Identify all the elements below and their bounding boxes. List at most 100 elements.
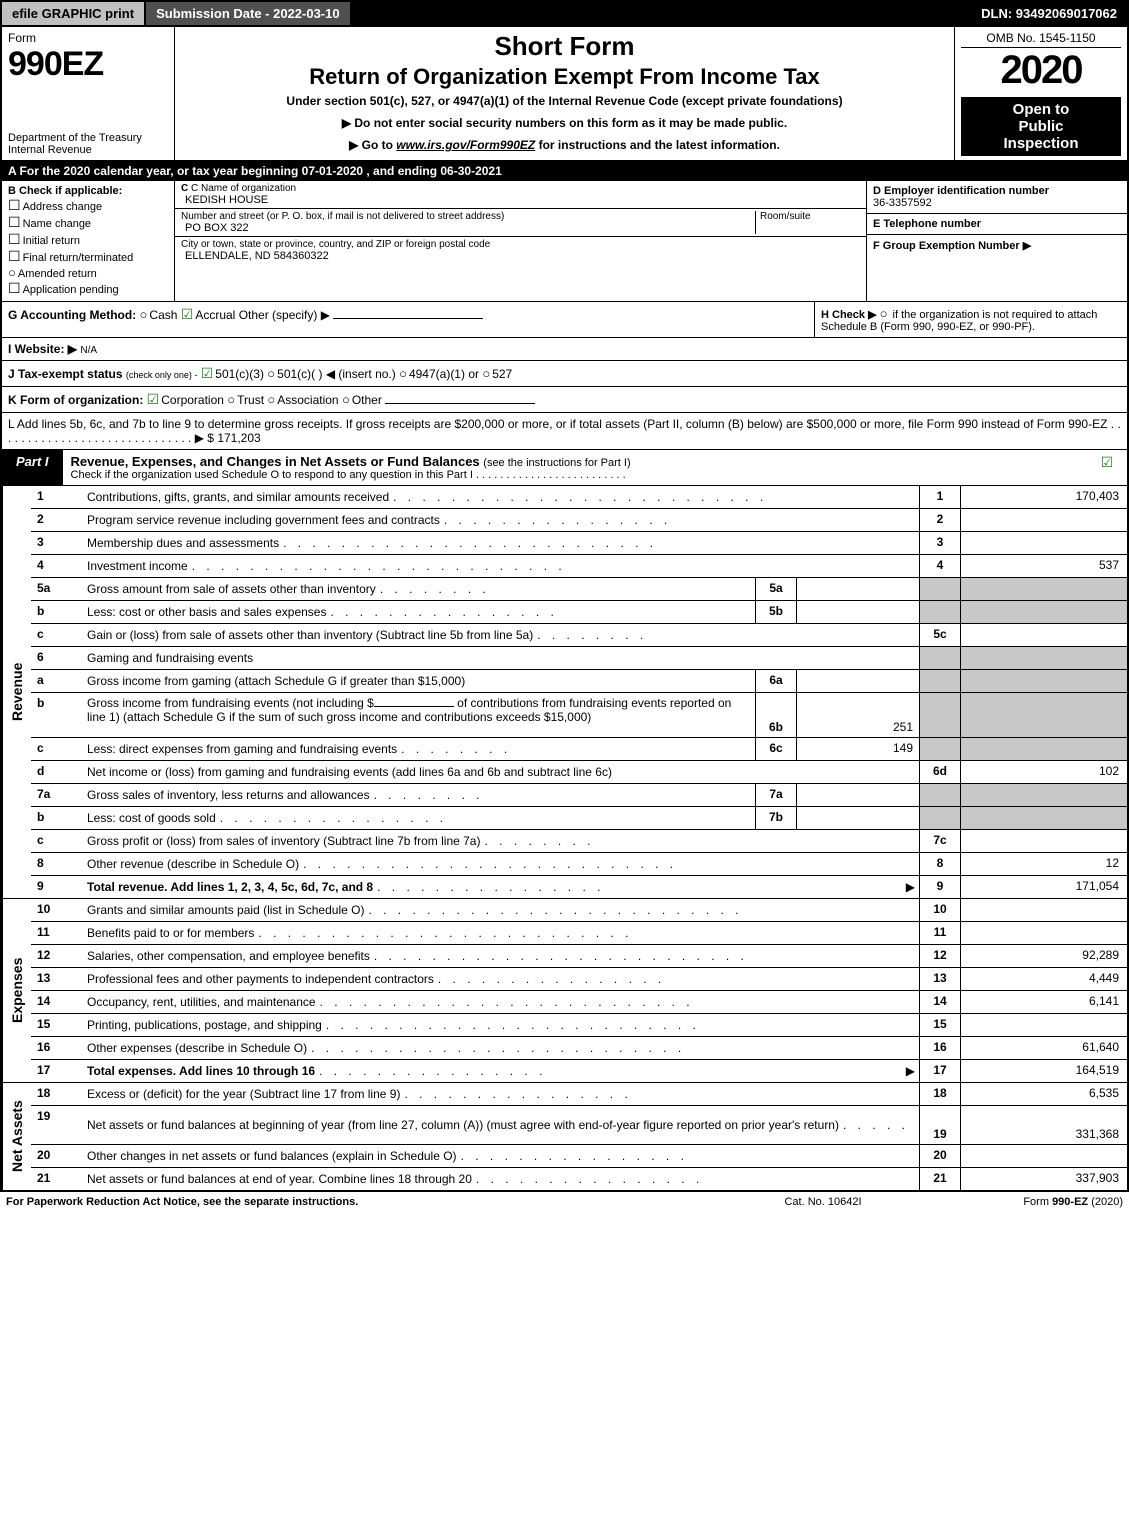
h-label: H Check ▶ [821,309,880,321]
row-website: I Website: ▶ N/A [2,338,1127,361]
l13-box: 13 [919,968,960,990]
d-label: D Employer identification number [873,185,1121,197]
dln-label: DLN: 93492069017062 [971,2,1127,25]
irs-link[interactable]: www.irs.gov/Form990EZ [396,138,535,152]
l6d-box: 6d [919,761,960,783]
chk-initial-return[interactable]: Initial return [8,231,168,248]
l10-box: 10 [919,899,960,921]
j-label: J Tax-exempt status [8,367,126,381]
dept-irs: Internal Revenue [8,144,168,156]
l15-desc: Printing, publications, postage, and shi… [87,1018,322,1032]
row-form-of-org: K Form of organization: Corporation Trus… [2,387,1127,413]
l20-val [960,1145,1127,1167]
l5c-desc: Gain or (loss) from sale of assets other… [87,628,533,642]
l3-desc: Membership dues and assessments [87,536,279,550]
header-left: Form 990EZ Department of the Treasury In… [2,27,175,160]
l15-val [960,1014,1127,1036]
f-label: F Group Exemption Number ▶ [873,239,1121,252]
open-public-box: Open to Public Inspection [961,97,1121,156]
l19-box: 19 [919,1106,960,1144]
l6d-val: 102 [960,761,1127,783]
chk-schedule-b[interactable] [880,309,890,321]
form-number: 990EZ [8,45,168,84]
l6c-desc: Less: direct expenses from gaming and fu… [87,742,397,756]
chk-other-method[interactable]: Other (specify) ▶ [239,308,330,322]
l1-val: 170,403 [960,486,1127,508]
entity-right: D Employer identification number 36-3357… [866,181,1127,301]
row-gross-receipts: L Add lines 5b, 6c, and 7b to line 9 to … [2,413,1127,450]
l7a-subval [796,784,919,806]
chk-name-change[interactable]: Name change [8,214,168,231]
netassets-side-label: Net Assets [2,1083,31,1190]
l10-val [960,899,1127,921]
expenses-side-label: Expenses [2,899,31,1082]
topbar: efile GRAPHIC print Submission Date - 20… [0,0,1129,27]
l19-desc: Net assets or fund balances at beginning… [87,1118,839,1132]
l5a-shade2 [960,578,1127,600]
l5c-box: 5c [919,624,960,646]
chk-address-change[interactable]: Address change [8,197,168,214]
dots: . . . . . . . . [537,628,911,643]
l5b-sub: 5b [755,601,796,623]
chk-trust[interactable]: Trust [227,393,264,407]
l5b-subval [796,601,919,623]
l6c-shade2 [960,738,1127,760]
l5a-desc: Gross amount from sale of assets other t… [87,582,376,596]
org-address-cell: Number and street (or P. O. box, if mail… [175,209,866,237]
org-address: PO BOX 322 [185,222,755,234]
org-name-cell: C C Name of organization KEDISH HOUSE [175,181,866,209]
l21-val: 337,903 [960,1168,1127,1190]
chk-527[interactable]: 527 [482,367,512,381]
chk-final-return[interactable]: Final return/terminated [8,248,168,265]
dots: . . . . . . . . [401,742,747,757]
l2-box: 2 [919,509,960,531]
dots: . . . . . . . . . . . . . . . . . . . . … [320,995,911,1010]
org-city-cell: City or town, state or province, country… [175,237,866,264]
l7b-subval [796,807,919,829]
l1-desc: Contributions, gifts, grants, and simila… [87,490,389,504]
part1-check-dots: . . . . . . . . . . . . . . . . . . . . … [476,469,626,481]
part1-tab: Part I [2,450,63,485]
chk-other-org[interactable]: Other [342,393,382,407]
l-arrow: ▶ $ [195,431,214,445]
chk-amended-return[interactable]: Amended return [8,265,168,280]
chk-accrual[interactable]: Accrual [181,308,236,322]
form-header: Form 990EZ Department of the Treasury In… [2,27,1127,161]
goto-pre: ▶ Go to [349,138,396,152]
chk-application-pending[interactable]: Application pending [8,280,168,297]
open3: Inspection [965,135,1117,152]
chk-501c3[interactable]: 501(c)(3) [201,367,264,381]
l4-val: 537 [960,555,1127,577]
l20-box: 20 [919,1145,960,1167]
l7a-desc: Gross sales of inventory, less returns a… [87,788,370,802]
l9-box: 9 [919,876,960,898]
title-short: Short Form [181,31,948,62]
l3-box: 3 [919,532,960,554]
chk-4947[interactable]: 4947(a)(1) or [399,367,479,381]
l11-val [960,922,1127,944]
l6b-desc1: Gross income from fundraising events (no… [87,696,374,710]
footer-paperwork: For Paperwork Reduction Act Notice, see … [6,1196,723,1208]
h-schedule-b: H Check ▶ if the organization is not req… [814,302,1127,337]
i-label: I Website: ▶ [8,342,77,356]
addr-label: Number and street (or P. O. box, if mail… [181,211,755,222]
part1-schedule-o-check[interactable] [1089,450,1127,485]
efile-print-button[interactable]: efile GRAPHIC print [2,2,146,25]
chk-cash[interactable]: Cash [140,308,178,322]
tax-year: 2020 [961,48,1121,93]
l6a-shade [919,670,960,692]
chk-association[interactable]: Association [267,393,338,407]
chk-501c[interactable]: 501(c)( ) ◀ (insert no.) [267,367,395,381]
l13-val: 4,449 [960,968,1127,990]
l7a-shade [919,784,960,806]
warn-ssn: ▶ Do not enter social security numbers o… [181,116,948,130]
l1-box: 1 [919,486,960,508]
l20-desc: Other changes in net assets or fund bala… [87,1149,457,1163]
header-mid: Short Form Return of Organization Exempt… [175,27,954,160]
dots: . . . . . . . . . . . . . . . . . . . . … [393,490,911,505]
l14-val: 6,141 [960,991,1127,1013]
dots: . . . . . . . . [843,1118,911,1133]
l6-shade2 [960,647,1127,669]
l7a-sub: 7a [755,784,796,806]
chk-corporation[interactable]: Corporation [147,393,224,407]
